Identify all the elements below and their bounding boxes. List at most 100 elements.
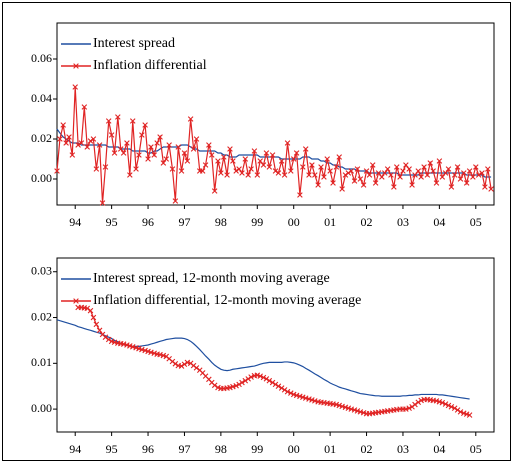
point-marker	[463, 180, 470, 186]
point-marker	[230, 383, 236, 390]
point-marker	[133, 166, 139, 172]
point-marker	[63, 140, 69, 146]
point-marker	[451, 172, 458, 178]
point-marker	[339, 403, 345, 410]
point-marker	[309, 162, 315, 168]
point-marker	[66, 134, 72, 140]
x-tick-label: 02	[361, 442, 373, 456]
point-marker	[187, 116, 194, 122]
point-marker	[266, 377, 273, 384]
point-marker	[269, 379, 276, 386]
point-marker	[293, 150, 300, 156]
point-marker	[290, 156, 297, 162]
point-marker	[475, 172, 482, 178]
point-marker	[433, 180, 440, 186]
point-marker	[157, 134, 163, 140]
point-marker	[129, 118, 136, 124]
point-marker	[442, 401, 449, 407]
point-marker	[470, 174, 476, 180]
point-marker	[412, 401, 418, 408]
point-marker	[445, 166, 452, 172]
point-marker	[99, 200, 106, 206]
point-marker	[148, 144, 154, 150]
y-tick-label: 0.00	[31, 171, 52, 185]
point-marker	[208, 152, 215, 158]
point-marker	[342, 172, 349, 178]
point-marker	[302, 146, 309, 152]
point-marker	[215, 158, 221, 164]
point-marker	[172, 360, 179, 367]
point-marker	[102, 164, 109, 170]
point-marker	[224, 172, 230, 178]
point-marker	[102, 334, 109, 341]
point-marker	[403, 406, 409, 412]
point-marker	[357, 409, 364, 415]
point-marker	[239, 379, 245, 386]
point-marker	[154, 140, 160, 146]
point-marker	[175, 144, 182, 150]
point-marker	[129, 344, 136, 350]
y-tick-label: 0.02	[31, 309, 52, 323]
point-marker	[397, 174, 403, 180]
point-marker	[366, 172, 373, 178]
point-marker	[163, 156, 170, 162]
point-marker	[81, 104, 88, 110]
point-marker	[248, 374, 254, 380]
point-marker	[369, 162, 376, 168]
point-marker	[281, 387, 288, 393]
y-tick-label: 0.00	[31, 401, 52, 415]
point-marker	[84, 305, 91, 312]
point-marker	[485, 166, 491, 172]
point-marker	[160, 160, 167, 166]
point-marker	[479, 170, 485, 176]
point-marker	[315, 182, 321, 188]
point-marker	[236, 381, 242, 388]
point-marker	[272, 168, 279, 174]
point-marker	[245, 376, 251, 382]
point-marker	[105, 118, 112, 124]
point-marker	[257, 373, 263, 379]
point-marker	[90, 314, 97, 321]
point-marker	[272, 381, 279, 388]
point-marker	[318, 164, 324, 170]
point-marker	[482, 184, 488, 190]
point-marker	[488, 186, 494, 192]
x-tick-label: 97	[178, 442, 190, 456]
legend-marker	[73, 298, 79, 304]
point-marker	[451, 405, 458, 411]
point-marker	[454, 164, 461, 170]
point-marker	[127, 172, 133, 178]
point-marker	[193, 365, 200, 371]
point-marker	[445, 402, 452, 409]
point-marker	[172, 198, 179, 204]
point-marker	[254, 172, 261, 178]
point-marker	[105, 336, 112, 343]
point-marker	[260, 374, 267, 381]
legend-label: Interest spread, 12-month moving average	[93, 271, 330, 286]
point-marker	[145, 156, 151, 162]
point-marker	[302, 395, 309, 401]
point-marker	[75, 142, 81, 148]
point-marker	[454, 407, 461, 413]
point-marker	[57, 136, 63, 142]
plot-frame	[56, 257, 495, 433]
y-tick-label: 0.02	[31, 131, 52, 145]
point-marker	[87, 138, 94, 144]
point-marker	[312, 172, 318, 178]
point-marker	[120, 341, 127, 347]
point-marker	[233, 382, 239, 389]
x-tick-label: 05	[470, 215, 482, 229]
point-marker	[199, 168, 206, 174]
point-marker	[415, 399, 422, 406]
point-marker	[87, 307, 94, 314]
point-marker	[457, 176, 464, 182]
x-tick-label: 02	[361, 215, 373, 229]
plot-frame	[56, 22, 495, 206]
point-marker	[90, 136, 97, 142]
point-marker	[284, 388, 291, 395]
point-marker	[421, 164, 427, 170]
point-marker	[321, 174, 327, 180]
point-marker	[345, 170, 352, 176]
